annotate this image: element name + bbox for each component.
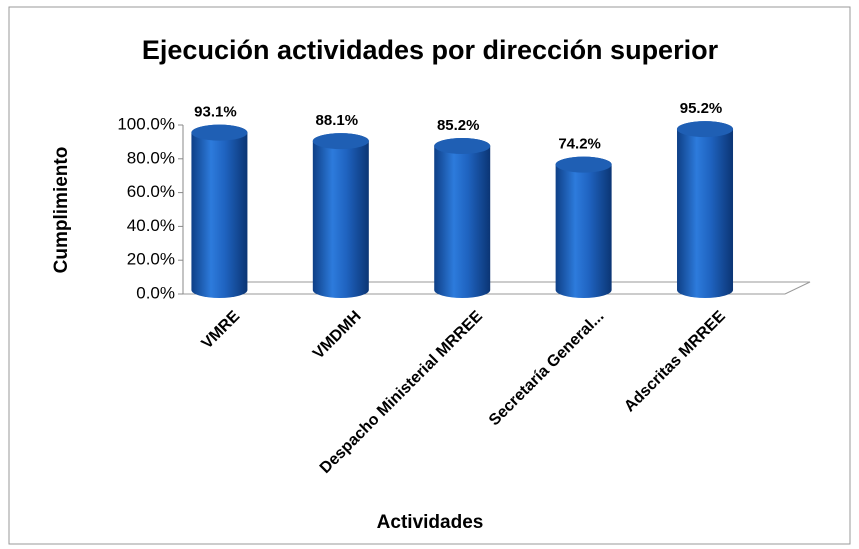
- bar-top: [677, 121, 734, 138]
- bar-top: [312, 133, 369, 150]
- y-tick-label: 80.0%: [127, 148, 175, 167]
- bar-top: [434, 138, 491, 155]
- bar-top: [191, 124, 248, 141]
- bar: [191, 124, 248, 298]
- value-label: 95.2%: [680, 100, 723, 117]
- y-tick-label: 0.0%: [136, 283, 175, 302]
- bar: [677, 121, 734, 298]
- value-label: 74.2%: [558, 136, 601, 153]
- bar: [434, 138, 491, 298]
- y-tick-label: 60.0%: [127, 182, 175, 201]
- bar: [555, 156, 612, 298]
- bar: [312, 133, 369, 298]
- y-tick-label: 40.0%: [127, 216, 175, 235]
- x-axis-label: Actividades: [377, 512, 484, 533]
- chart-title: Ejecución actividades por dirección supe…: [142, 35, 719, 65]
- y-axis-label: Cumplimiento: [51, 147, 72, 274]
- value-label: 88.1%: [316, 112, 359, 129]
- value-label: 93.1%: [194, 104, 237, 121]
- value-label: 85.2%: [437, 117, 480, 134]
- bar-top: [555, 156, 612, 173]
- y-tick-label: 100.0%: [117, 114, 175, 133]
- y-tick-label: 20.0%: [127, 250, 175, 269]
